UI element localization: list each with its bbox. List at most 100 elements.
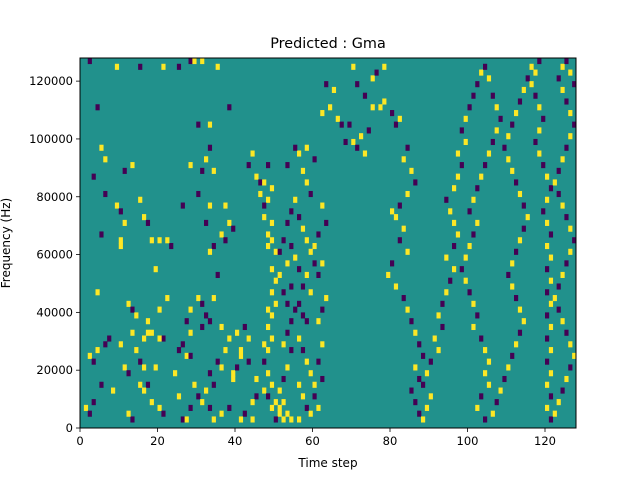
heatmap-cell [390,260,395,267]
heatmap-cell [200,167,205,174]
heatmap-cell [502,144,507,151]
heatmap-cell [130,162,135,169]
heatmap-cell [231,370,236,377]
plot-area [80,58,576,428]
heatmap-cell [548,277,554,284]
heatmap-cell [533,92,538,99]
heatmap-cell [572,121,577,128]
heatmap-cell [545,289,550,296]
heatmap-cell [304,358,309,365]
heatmap-cell [421,352,426,359]
heatmap-cell [471,196,476,203]
heatmap-cell [246,335,251,342]
heatmap-cell [498,115,503,122]
heatmap-cell [308,410,313,417]
heatmap-cell [118,208,123,215]
heatmap-cell [91,173,96,180]
heatmap-cell [219,410,224,417]
heatmap-cell [297,300,302,307]
heatmap-cell [452,266,457,273]
heatmap-cell [541,115,546,122]
heatmap-cell [537,104,542,111]
heatmap-cell [293,254,298,261]
heatmap-cell [281,416,286,423]
heatmap-cell [262,202,267,209]
heatmap-cell [421,381,426,388]
heatmap-cell [196,121,201,128]
heatmap-cell [475,185,480,192]
heatmap-cell [180,416,185,423]
heatmap-cell [308,289,313,296]
heatmap-cell [149,329,154,336]
heatmap-cell [219,231,224,238]
heatmap-cell [568,110,573,117]
heatmap-cell [250,150,255,157]
heatmap-cell [486,75,492,82]
heatmap-cell [405,144,410,151]
heatmap-cell [281,375,286,383]
heatmap-cell [498,387,503,394]
heatmap-cell [304,144,309,151]
heatmap-cell [556,190,561,198]
heatmap-cell [486,358,492,365]
heatmap-cell [514,341,519,348]
heatmap-cell [312,156,317,163]
heatmap-cell [467,104,472,111]
heatmap-cell [548,323,554,331]
heatmap-cell [324,219,329,226]
heatmap-cell [529,63,534,70]
heatmap-cell [401,225,406,232]
heatmap-cell [157,306,162,313]
heatmap-cell [541,162,546,169]
heatmap-cell [316,271,321,278]
heatmap-cell [289,347,294,354]
heatmap-cell [308,370,313,377]
y-tick-label: 80000 [36,190,73,204]
heatmap-cell [180,341,185,348]
heatmap-cell [188,162,193,169]
heatmap-cell [142,387,147,394]
heatmap-cell [494,399,499,406]
heatmap-cell [297,416,302,423]
heatmap-cell [510,167,515,174]
heatmap-cell [366,127,371,134]
heatmap-cell [269,266,275,273]
heatmap-cell [382,63,387,70]
heatmap-cell [297,214,302,221]
heatmap-cell [428,358,433,365]
heatmap-cell [436,347,441,354]
heatmap-cell [564,329,569,336]
heatmap-cell [320,375,325,383]
heatmap-cell [157,335,162,342]
heatmap-cell [471,231,476,238]
heatmap-cell [339,121,344,128]
heatmap-cell [207,248,213,255]
heatmap-cell [266,393,271,400]
heatmap-cell [114,63,120,70]
heatmap-cell [103,156,108,163]
heatmap-cell [479,335,484,342]
heatmap-cell [285,300,290,307]
heatmap-cell [564,214,569,221]
heatmap-cell [521,225,526,232]
heatmap-cell [262,179,267,186]
heatmap-cell [304,179,309,186]
heatmap-cell [153,266,158,273]
heatmap-cell [192,381,197,388]
heatmap-cell [266,231,271,238]
heatmap-cell [568,364,573,371]
heatmap-cell [204,156,209,163]
heatmap-cell [517,190,523,198]
heatmap-cell [556,306,561,313]
heatmap-cell [235,364,240,371]
heatmap-cell [483,347,488,354]
heatmap-cell [320,306,325,313]
heatmap-cell [308,248,313,255]
heatmap-cell [413,179,418,186]
heatmap-cell [269,219,275,226]
heatmap-cell [397,202,402,209]
heatmap-cell [471,92,476,99]
heatmap-cell [246,358,251,365]
heatmap-cell [118,237,123,244]
heatmap-cell [227,219,232,226]
